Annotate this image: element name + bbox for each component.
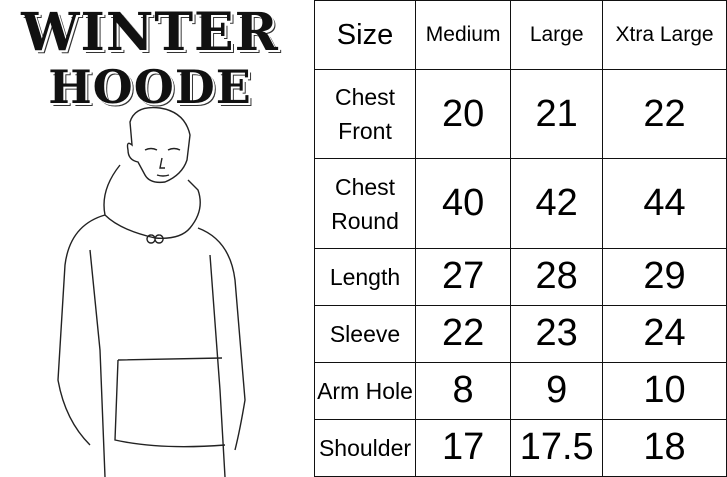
cell-value: 28 bbox=[510, 247, 604, 306]
size-chart-table: Size Medium Large Xtra Large Chest Front… bbox=[314, 0, 727, 477]
cell-value: 10 bbox=[602, 361, 727, 420]
title-winter: WINTER bbox=[21, 2, 279, 63]
header-large: Large bbox=[510, 0, 604, 70]
header-size: Size bbox=[314, 0, 416, 70]
header-medium: Medium bbox=[414, 0, 512, 70]
cell-value: 29 bbox=[602, 247, 727, 306]
table-row: Length 27 28 29 bbox=[314, 247, 727, 306]
header-xtra-large: Xtra Large bbox=[602, 0, 727, 70]
cell-value: 17.5 bbox=[510, 418, 604, 477]
cell-value: 22 bbox=[602, 68, 727, 160]
row-label: Sleeve bbox=[314, 304, 416, 363]
cell-value: 21 bbox=[510, 68, 604, 160]
cell-value: 18 bbox=[602, 418, 727, 477]
cell-value: 23 bbox=[510, 304, 604, 363]
cell-value: 40 bbox=[414, 158, 512, 249]
cell-value: 44 bbox=[602, 158, 727, 249]
cell-value: 42 bbox=[510, 158, 604, 249]
row-label: Chest Round bbox=[314, 158, 416, 249]
table-row: Sleeve 22 23 24 bbox=[314, 304, 727, 363]
cell-value: 8 bbox=[414, 361, 512, 420]
table-row: Chest Front 20 21 22 bbox=[314, 68, 727, 160]
table-row: Chest Round 40 42 44 bbox=[314, 158, 727, 249]
row-label: Chest Front bbox=[314, 68, 416, 160]
cell-value: 20 bbox=[414, 68, 512, 160]
cell-value: 17 bbox=[414, 418, 512, 477]
row-label: Length bbox=[314, 247, 416, 306]
table-row: Shoulder 17 17.5 18 bbox=[314, 418, 727, 477]
row-label: Shoulder bbox=[314, 418, 416, 477]
row-label: Arm Hole bbox=[314, 361, 416, 420]
cell-value: 27 bbox=[414, 247, 512, 306]
cell-value: 9 bbox=[510, 361, 604, 420]
cell-value: 22 bbox=[414, 304, 512, 363]
header-row: Size Medium Large Xtra Large bbox=[314, 0, 727, 70]
hoodie-model-illustration bbox=[57, 106, 246, 477]
title-hoode: HOODE bbox=[48, 60, 252, 114]
table-row: Arm Hole 8 9 10 bbox=[314, 361, 727, 420]
cell-value: 24 bbox=[602, 304, 727, 363]
